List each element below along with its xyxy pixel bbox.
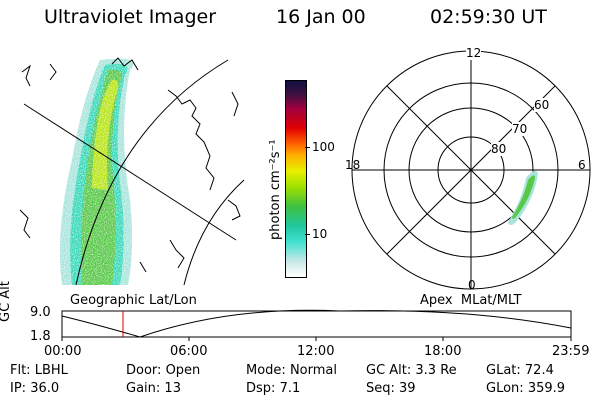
instrument-title: Ultraviolet Imager	[44, 6, 217, 28]
altitude-ylabel: GC Alt	[0, 281, 13, 322]
field-filter: Flt: LBHL	[10, 363, 68, 378]
time-label: 02:59:30 UT	[430, 6, 547, 28]
time-tick-2359: 23:59	[552, 344, 590, 359]
field-mode: Mode: Normal	[246, 363, 337, 378]
mlt-label-0: 0	[468, 278, 476, 292]
map-grid	[23, 59, 245, 286]
field-gc-alt: GC Alt: 3.3 Re	[366, 363, 457, 378]
date-label: 16 Jan 00	[276, 6, 366, 28]
polar-diagonal-2	[386, 85, 556, 255]
mlat-label-60: 60	[534, 98, 550, 112]
time-tick-0600: 06:00	[170, 344, 208, 359]
polar-aurora	[508, 170, 538, 225]
altitude-ytick-min: 1.8	[30, 329, 51, 344]
colorbar	[285, 80, 307, 278]
colorbar-tick-10	[305, 234, 310, 235]
altitude-plot-frame	[61, 310, 572, 338]
field-dsp: Dsp: 7.1	[246, 381, 301, 396]
geographic-label: Geographic Lat/Lon	[70, 293, 197, 308]
mlat-label-80: 80	[491, 142, 507, 156]
mlt-label-18: 18	[345, 158, 361, 172]
mlat-label-70: 70	[512, 122, 528, 136]
time-tick-1200: 12:00	[297, 344, 335, 359]
field-ip: IP: 36.0	[10, 381, 60, 396]
field-glon: GLon: 359.9	[486, 381, 566, 396]
field-glat: GLat: 72.4	[486, 363, 554, 378]
colorbar-tick-label-10: 10	[312, 227, 328, 241]
altitude-curve	[61, 309, 572, 338]
time-tick-0000: 00:00	[44, 344, 82, 359]
coastlines	[19, 57, 241, 273]
altitude-plot	[61, 309, 572, 341]
geographic-map	[19, 57, 245, 286]
mlt-label-12: 12	[466, 46, 482, 60]
colorbar-tick-100	[305, 147, 310, 148]
field-door: Door: Open	[126, 363, 201, 378]
field-gain: Gain: 13	[126, 381, 181, 396]
colorbar-tick-label-100: 100	[312, 140, 335, 154]
mlt-label-6: 6	[578, 158, 586, 172]
apex-label: Apex MLat/MLT	[420, 293, 522, 308]
aurora-band	[59, 58, 134, 285]
time-tick-1800: 18:00	[424, 344, 462, 359]
polar-plot	[351, 50, 591, 290]
altitude-ytick-max: 9.0	[30, 305, 51, 320]
field-seq: Seq: 39	[366, 381, 416, 396]
colorbar-unit-label: photon cm⁻²s⁻¹	[268, 139, 283, 240]
